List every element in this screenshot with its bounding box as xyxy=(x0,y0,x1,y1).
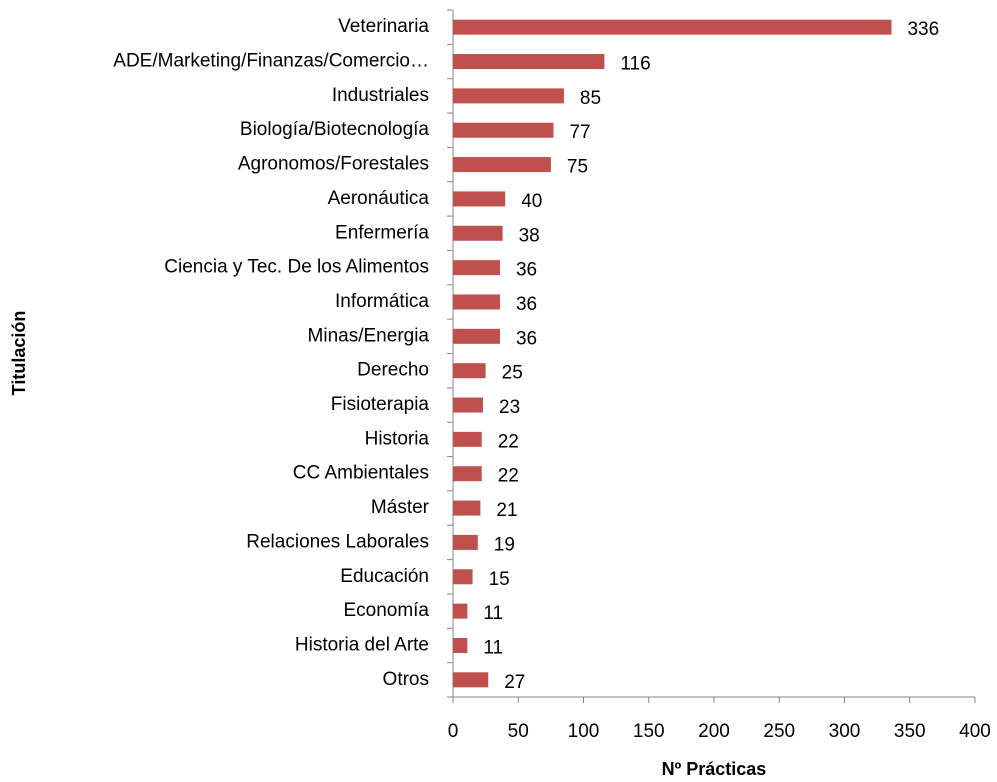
bar xyxy=(453,157,551,173)
bar xyxy=(453,569,473,585)
x-tick-label: 0 xyxy=(448,721,459,742)
bar xyxy=(453,397,484,413)
x-tick-label: 300 xyxy=(829,721,861,742)
x-tick-label: 400 xyxy=(959,721,991,742)
x-tick-label: 350 xyxy=(894,721,926,742)
y-tick-label: Historia del Arte xyxy=(295,634,429,655)
x-tick-label: 150 xyxy=(633,721,665,742)
bar xyxy=(453,431,482,447)
y-tick-label: Relaciones Laborales xyxy=(246,531,429,552)
y-tick-label: Veterinaria xyxy=(338,16,429,37)
bar xyxy=(453,328,500,344)
value-label: 22 xyxy=(498,431,519,452)
y-tick-label: Biología/Biotecnología xyxy=(240,119,430,140)
y-tick-label: Máster xyxy=(371,497,430,518)
y-tick-label: CC Ambientales xyxy=(293,463,429,484)
y-tick-label: Minas/Energia xyxy=(308,325,430,346)
y-tick-label: Informática xyxy=(335,291,429,312)
value-label: 23 xyxy=(499,397,520,418)
value-label: 36 xyxy=(516,328,537,349)
y-axis-title: Titulación xyxy=(9,311,29,396)
value-label: 27 xyxy=(504,672,525,693)
value-label: 85 xyxy=(580,88,601,109)
value-label: 77 xyxy=(569,122,590,143)
x-tick-label: 250 xyxy=(763,721,795,742)
y-tick-label: Enfermería xyxy=(335,222,429,243)
bar xyxy=(453,534,478,550)
bar xyxy=(453,191,506,207)
y-tick-label: Historia xyxy=(365,428,430,449)
y-tick-label: Otros xyxy=(383,669,429,690)
y-tick-label: Educación xyxy=(340,566,429,587)
bar xyxy=(453,88,564,104)
value-label: 11 xyxy=(483,637,503,658)
y-tick-label: Aeronáutica xyxy=(328,188,430,209)
value-label: 40 xyxy=(521,191,542,212)
y-tick-label: Agronomos/Forestales xyxy=(238,154,429,175)
bar xyxy=(453,603,468,619)
x-tick-label: 200 xyxy=(698,721,730,742)
bar xyxy=(453,363,486,379)
value-label: 22 xyxy=(498,466,519,487)
y-tick-label: Ciencia y Tec. De los Alimentos xyxy=(164,257,429,278)
bar xyxy=(453,500,481,516)
x-tick-label: 100 xyxy=(568,721,600,742)
bar xyxy=(453,225,503,241)
x-axis-title: Nº Prácticas xyxy=(662,759,767,779)
value-label: 21 xyxy=(496,500,517,521)
bar xyxy=(453,672,489,688)
x-tick-label: 50 xyxy=(508,721,529,742)
value-label: 11 xyxy=(483,603,503,624)
value-label: 336 xyxy=(907,19,939,40)
bar xyxy=(453,466,482,482)
value-label: 25 xyxy=(502,363,523,384)
y-tick-label: Fisioterapia xyxy=(331,394,430,415)
value-label: 36 xyxy=(516,260,537,281)
value-label: 116 xyxy=(620,54,650,75)
value-label: 36 xyxy=(516,294,537,315)
value-label: 38 xyxy=(519,225,540,246)
y-tick-label: Industriales xyxy=(332,85,429,106)
bar xyxy=(453,260,500,276)
value-label: 19 xyxy=(494,534,515,555)
bar xyxy=(453,19,892,35)
value-label: 75 xyxy=(567,157,588,178)
y-tick-label: Economía xyxy=(343,600,429,621)
bar xyxy=(453,294,500,310)
bar xyxy=(453,637,468,653)
bar xyxy=(453,54,605,70)
y-tick-label: Derecho xyxy=(357,360,429,381)
value-label: 15 xyxy=(489,569,510,590)
bar xyxy=(453,122,554,138)
y-tick-label: ADE/Marketing/Finanzas/Comercio… xyxy=(113,51,429,72)
